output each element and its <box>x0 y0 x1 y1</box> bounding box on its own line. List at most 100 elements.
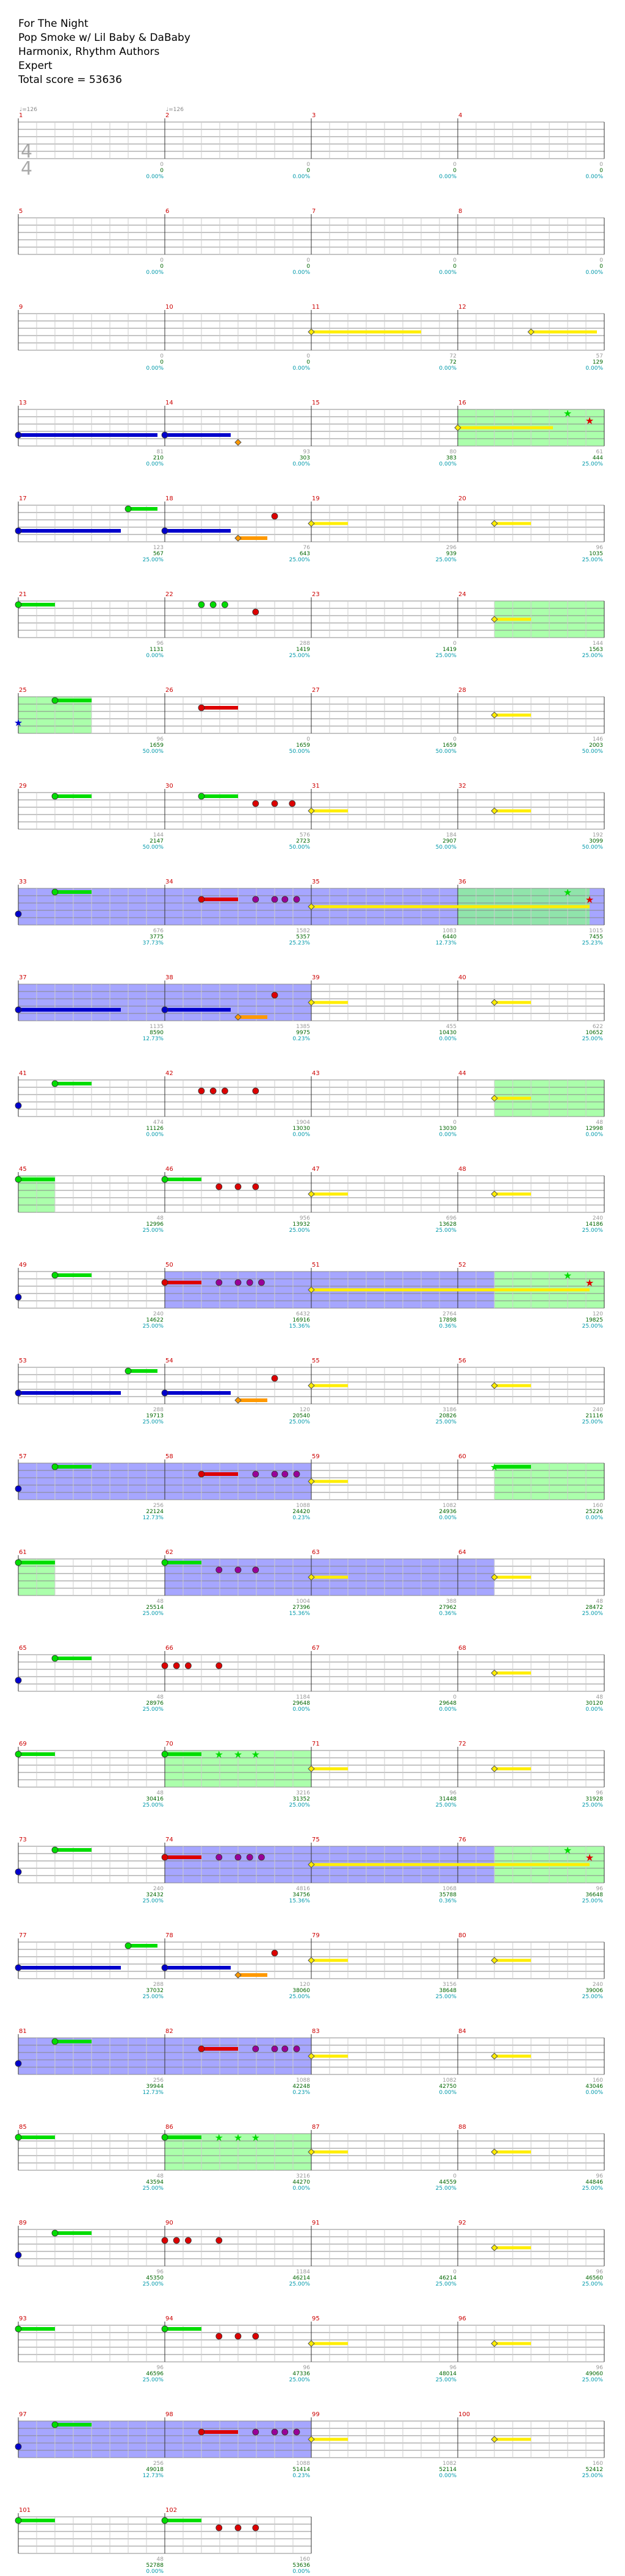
measure-score: 0 <box>160 264 164 270</box>
note-gem <box>15 1868 22 1876</box>
measure-number: 79 <box>312 1932 320 1939</box>
measure-percent: 25.00% <box>582 461 604 467</box>
note-gem <box>51 1655 59 1662</box>
measure-percent: 50.00% <box>143 844 164 851</box>
measure-percent: 25.00% <box>582 1611 604 1617</box>
measure-number: 42 <box>165 1070 173 1077</box>
measure-note-count: 160 <box>300 2556 310 2563</box>
note-gem <box>215 2333 223 2340</box>
note-gem <box>308 2436 315 2443</box>
measure-score: 24420 <box>292 1509 310 1515</box>
measure-number: 26 <box>165 687 173 694</box>
measure-score: 0 <box>453 168 457 174</box>
note-gem <box>252 2428 259 2436</box>
note-gem <box>51 697 59 704</box>
sustain-tail <box>18 1561 55 1564</box>
star-note-icon: ★ <box>215 2132 223 2143</box>
tempo-marker: ♩=126 <box>20 107 37 113</box>
staff-row: ★★ <box>15 885 605 926</box>
measure-note-count: 0 <box>306 353 310 359</box>
note-gem <box>161 2237 168 2244</box>
measure-note-count: 240 <box>593 1982 603 1988</box>
measure-note-count: 0 <box>453 736 457 743</box>
note-gem <box>308 1286 315 1293</box>
artist-name: Pop Smoke w/ Lil Baby & DaBaby <box>18 32 190 44</box>
note-gem <box>221 1087 228 1095</box>
staff-row <box>15 1076 605 1117</box>
measure-note-count: 120 <box>593 1311 603 1317</box>
note-gem <box>281 896 289 903</box>
measure-score: 12996 <box>146 1221 164 1228</box>
measure-number: 1 <box>19 112 23 119</box>
measure-number: 72 <box>458 1741 466 1747</box>
star-note-icon: ★ <box>251 1749 260 1760</box>
sustain-tail <box>165 433 231 437</box>
measure-score: 9975 <box>296 1030 310 1036</box>
sustain-tail <box>311 1288 590 1292</box>
sustain-tail <box>494 522 531 525</box>
note-gem <box>271 1375 278 1382</box>
note-gem <box>215 1854 223 1861</box>
measure-number: 60 <box>458 1453 466 1460</box>
measure-note-count: 48 <box>157 1694 164 1700</box>
measure-number: 94 <box>165 2315 173 2322</box>
measure-percent: 25.00% <box>582 2377 604 2383</box>
measure-score: 1659 <box>443 743 457 749</box>
measure-score: 38060 <box>292 1988 310 1994</box>
measure-score: 43046 <box>585 2084 603 2090</box>
measure-note-count: 0 <box>306 257 310 264</box>
note-gem <box>234 1183 242 1190</box>
sustain-tail <box>55 1657 92 1660</box>
note-gem <box>234 1971 242 1979</box>
note-gem <box>234 1397 242 1404</box>
sustain-tail <box>494 2054 531 2058</box>
measure-percent: 50.00% <box>143 749 164 755</box>
measure-number: 64 <box>458 1549 466 1556</box>
sustain-tail <box>201 2047 238 2051</box>
note-gem <box>15 2325 22 2333</box>
note-gem <box>491 999 498 1006</box>
sustain-tail <box>238 1015 267 1019</box>
sustain-tail <box>311 1575 348 1579</box>
measure-score: 30120 <box>585 1700 603 1707</box>
star-note-icon: ★ <box>585 1852 594 1863</box>
measure-score: 36648 <box>585 1892 603 1898</box>
measure-note-count: 256 <box>153 1503 164 1509</box>
measure-score: 0 <box>160 359 164 365</box>
note-gem <box>198 601 205 608</box>
sustain-tail <box>165 1966 231 1970</box>
measure-percent: 25.00% <box>436 557 457 563</box>
measure-percent: 25.00% <box>143 2281 164 2287</box>
note-gem <box>271 1949 278 1957</box>
measure-score: 0 <box>453 264 457 270</box>
note-gem <box>308 520 315 527</box>
sustain-tail <box>165 1281 201 1284</box>
sustain-tail <box>494 1192 531 1196</box>
sustain-tail <box>55 1465 92 1469</box>
measure-note-count: 256 <box>153 2078 164 2084</box>
measure-score: 31448 <box>439 1796 457 1802</box>
measure-percent: 0.00% <box>439 174 457 180</box>
measure-score: 46214 <box>292 2275 310 2281</box>
note-gem <box>234 1279 242 1286</box>
measure-score: 1035 <box>589 551 603 557</box>
measure-number: 80 <box>458 1932 466 1939</box>
measure-score: 13030 <box>439 1126 457 1132</box>
measure-percent: 0.00% <box>585 1515 603 1521</box>
measure-score: 28976 <box>146 1700 164 1707</box>
sustain-tail <box>55 2423 92 2427</box>
measure-number: 93 <box>19 2315 27 2322</box>
sustain-tail <box>494 2342 531 2345</box>
note-gem <box>161 1006 168 1013</box>
measure-score: 34756 <box>292 1892 310 1898</box>
staff-row <box>18 118 605 159</box>
sustain-tail <box>494 809 531 813</box>
measure-number: 89 <box>19 2220 27 2226</box>
measure-note-count: 81 <box>157 449 164 455</box>
measure-note-count: 0 <box>306 162 310 168</box>
measure-percent: 0.00% <box>292 461 310 467</box>
note-gem <box>15 1006 22 1013</box>
measure-percent: 25.00% <box>143 1994 164 2000</box>
measure-percent: 25.00% <box>582 653 604 659</box>
measure-note-count: 96 <box>596 1886 604 1892</box>
